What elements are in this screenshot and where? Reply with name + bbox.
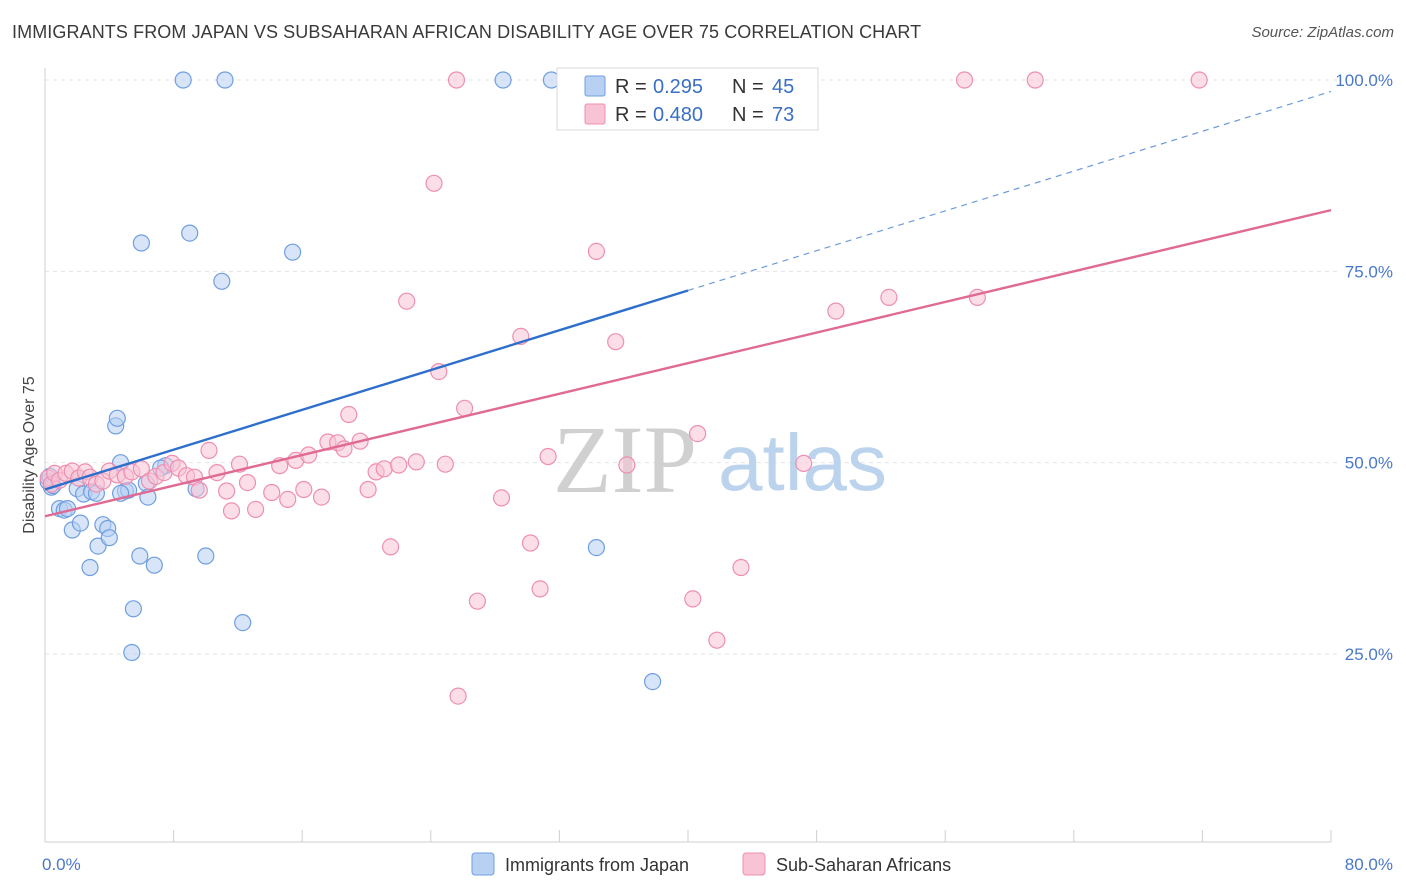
legend-box: R = 0.295 N = 45 R = 0.480 N = 73 xyxy=(556,67,819,131)
chart-source: Source: ZipAtlas.com xyxy=(1251,24,1394,41)
y-tick-label-75: 75.0% xyxy=(1345,262,1393,281)
y-axis-title: Disability Age Over 75 xyxy=(21,376,38,534)
point-subsaharan-46 xyxy=(382,538,400,556)
point-subsaharan-41 xyxy=(340,405,358,424)
data-points xyxy=(39,71,1208,705)
trend-line-subsaharan xyxy=(44,208,1332,518)
point-subsaharan-33 xyxy=(279,490,297,508)
point-subsaharan-29 xyxy=(238,474,257,492)
legend-r-label-japan: R = xyxy=(615,76,647,98)
point-subsaharan-56 xyxy=(468,592,486,610)
point-subsaharan-59 xyxy=(521,534,540,552)
point-japan-8 xyxy=(71,514,90,532)
watermark: ZIP atlas xyxy=(553,406,887,513)
point-subsaharan-61 xyxy=(539,447,557,466)
legend-r-value-subsaharan: 0.480 xyxy=(653,104,703,126)
legend-n-label-subsaharan: N = xyxy=(732,104,764,126)
point-subsaharan-64 xyxy=(618,456,636,474)
point-subsaharan-50 xyxy=(425,174,443,192)
point-subsaharan-35 xyxy=(295,480,313,499)
gridlines xyxy=(45,79,1341,655)
point-subsaharan-57 xyxy=(492,489,511,507)
point-subsaharan-43 xyxy=(359,480,377,499)
point-japan-42 xyxy=(643,672,662,691)
point-japan-27 xyxy=(145,556,163,574)
legend-n-value-subsaharan: 73 xyxy=(772,104,794,126)
point-japan-19 xyxy=(108,409,126,427)
point-subsaharan-53 xyxy=(447,71,466,89)
point-japan-32 xyxy=(181,224,199,242)
point-subsaharan-68 xyxy=(732,558,750,577)
point-subsaharan-30 xyxy=(247,500,265,518)
chart-title: IMMIGRANTS FROM JAPAN VS SUBSAHARAN AFRI… xyxy=(12,22,922,42)
point-japan-28 xyxy=(123,643,141,662)
point-subsaharan-26 xyxy=(218,482,236,500)
point-japan-34 xyxy=(197,547,215,565)
point-subsaharan-75 xyxy=(1190,71,1208,89)
point-japan-35 xyxy=(213,272,231,290)
y-tick-label-25: 25.0% xyxy=(1345,645,1393,664)
point-subsaharan-52 xyxy=(436,455,454,473)
x-tick-label-1: 80.0% xyxy=(1345,855,1393,874)
point-subsaharan-62 xyxy=(587,242,606,260)
point-subsaharan-45 xyxy=(375,460,393,478)
point-subsaharan-71 xyxy=(880,288,898,306)
bottom-legend-label-subsaharan: Sub-Saharan Africans xyxy=(776,855,951,875)
bottom-legend: Immigrants from Japan Sub-Saharan Africa… xyxy=(471,852,951,876)
x-tick-label-0: 0.0% xyxy=(42,855,81,874)
point-subsaharan-25 xyxy=(208,464,226,482)
point-japan-41 xyxy=(587,538,606,557)
point-japan-38 xyxy=(284,243,302,261)
bottom-legend-swatch-japan xyxy=(471,852,495,876)
trend-line-japan xyxy=(44,289,689,491)
point-subsaharan-48 xyxy=(398,292,416,310)
point-subsaharan-72 xyxy=(955,71,974,89)
point-subsaharan-23 xyxy=(190,481,208,499)
point-subsaharan-49 xyxy=(407,453,425,471)
point-subsaharan-63 xyxy=(607,333,625,351)
point-subsaharan-65 xyxy=(684,590,702,608)
legend-swatch-japan xyxy=(584,75,606,97)
y-tick-label-100: 100.0% xyxy=(1335,71,1393,90)
point-subsaharan-70 xyxy=(827,302,845,320)
y-tick-label-50: 50.0% xyxy=(1345,454,1393,473)
point-japan-36 xyxy=(216,71,234,89)
legend-r-value-japan: 0.295 xyxy=(653,76,703,98)
point-japan-13 xyxy=(81,558,99,577)
point-subsaharan-27 xyxy=(222,502,241,520)
point-subsaharan-54 xyxy=(449,687,467,705)
bottom-legend-swatch-subsaharan xyxy=(742,852,766,876)
point-japan-29 xyxy=(132,234,150,252)
tick-labels: 25.0% 50.0% 75.0% 100.0% 0.0% 80.0% xyxy=(42,71,1393,874)
point-subsaharan-47 xyxy=(390,456,408,474)
legend-n-value-japan: 45 xyxy=(772,76,794,98)
legend-swatch-subsaharan xyxy=(584,103,606,125)
point-subsaharan-31 xyxy=(263,483,281,502)
point-subsaharan-60 xyxy=(531,580,549,598)
trend-lines xyxy=(44,90,1332,518)
legend-n-label-japan: N = xyxy=(732,76,764,98)
axes xyxy=(44,68,1332,843)
point-subsaharan-69 xyxy=(795,454,813,472)
point-subsaharan-37 xyxy=(312,488,331,506)
point-subsaharan-66 xyxy=(688,425,707,443)
point-japan-23 xyxy=(124,600,142,618)
point-japan-37 xyxy=(234,613,252,632)
point-japan-24 xyxy=(131,547,149,565)
point-subsaharan-67 xyxy=(708,631,726,649)
point-japan-31 xyxy=(174,71,192,89)
point-japan-39 xyxy=(494,71,512,89)
bottom-legend-label-japan: Immigrants from Japan xyxy=(505,855,689,875)
point-japan-17 xyxy=(100,529,118,547)
trend-extension-japan xyxy=(687,90,1332,292)
point-subsaharan-24 xyxy=(200,441,218,459)
point-subsaharan-74 xyxy=(1026,71,1044,89)
legend-r-label-subsaharan: R = xyxy=(615,104,647,126)
